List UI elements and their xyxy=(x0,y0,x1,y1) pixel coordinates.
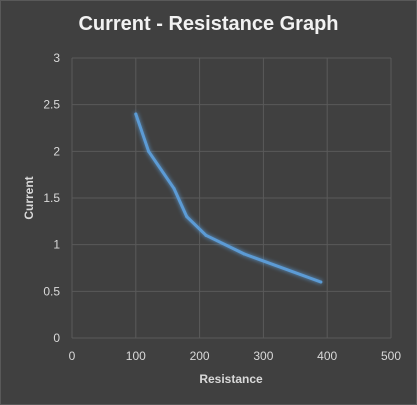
y-tick-label: 1.5 xyxy=(43,191,60,205)
x-tick-label: 400 xyxy=(317,349,337,363)
y-tick-label: 1 xyxy=(53,238,60,252)
data-point xyxy=(173,187,176,190)
y-tick-label: 2.5 xyxy=(43,98,60,112)
data-point xyxy=(134,113,137,116)
x-tick-label: 500 xyxy=(381,349,401,363)
x-tick-label: 200 xyxy=(190,349,210,363)
gridlines xyxy=(72,58,391,338)
x-tick-label: 100 xyxy=(126,349,146,363)
y-tick-label: 0.5 xyxy=(43,284,60,298)
x-tick-label: 300 xyxy=(253,349,273,363)
y-axis-title: Current xyxy=(22,176,36,219)
data-point xyxy=(319,281,322,284)
data-point xyxy=(185,215,188,218)
data-point xyxy=(243,253,246,256)
data-point xyxy=(147,150,150,153)
x-axis-title: Resistance xyxy=(199,372,263,386)
data-point xyxy=(204,234,207,237)
y-tick-label: 2 xyxy=(53,144,60,158)
y-tick-label: 3 xyxy=(53,51,60,65)
tick-labels: 0 0.5 1 1.5 2 2.5 3 0 100 200 300 400 500 xyxy=(43,51,401,363)
y-tick-label: 0 xyxy=(53,331,60,345)
x-tick-label: 0 xyxy=(69,349,76,363)
